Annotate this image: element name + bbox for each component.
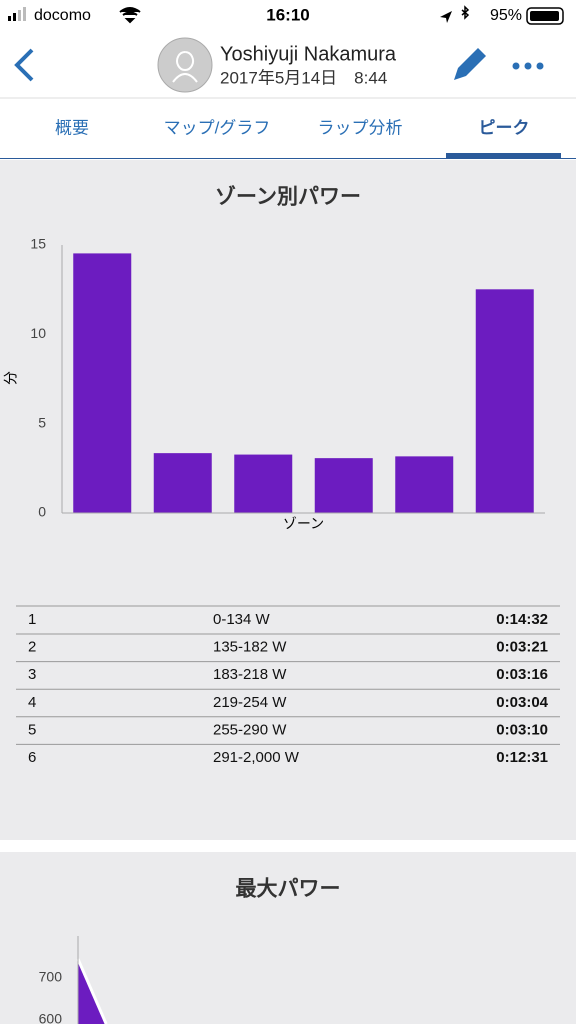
battery-level xyxy=(530,11,559,21)
battery-icon xyxy=(526,7,564,25)
user-name: Yoshiyuji Nakamura xyxy=(220,43,397,65)
bar xyxy=(73,253,132,513)
edit-button[interactable] xyxy=(454,48,486,80)
zone-number: 2 xyxy=(28,639,36,656)
bar xyxy=(395,456,454,513)
wifi-icon xyxy=(119,7,141,24)
zone-range: 219-254 W xyxy=(213,694,287,711)
battery-text: 95% xyxy=(490,7,522,24)
y-tick-label: 600 xyxy=(39,1011,63,1024)
zone-number: 4 xyxy=(28,694,36,711)
carrier: docomo xyxy=(34,7,91,24)
activity-date: 2017年5月14日 8:44 xyxy=(220,68,387,87)
more-button[interactable] xyxy=(512,62,544,70)
zone-range: 183-218 W xyxy=(213,666,287,683)
bar xyxy=(314,458,373,513)
chart-title: 最大パワー xyxy=(236,878,341,901)
zone-time: 0:03:04 xyxy=(496,694,548,711)
active-tab-indicator xyxy=(446,153,561,158)
y-tick-label: 5 xyxy=(38,414,46,430)
location-icon xyxy=(440,11,452,23)
y-tick-label: 10 xyxy=(30,325,46,341)
signal xyxy=(8,7,26,21)
card-gap xyxy=(0,840,576,852)
zone-number: 6 xyxy=(28,749,36,766)
tab[interactable]: マップ/グラフ xyxy=(164,118,271,137)
zone-time: 0:12:31 xyxy=(496,749,548,766)
zone-range: 135-182 W xyxy=(213,639,287,656)
tab[interactable]: ピーク xyxy=(479,118,530,137)
bar xyxy=(234,454,293,513)
bar xyxy=(153,453,212,513)
x-axis-label: ゾーン xyxy=(283,516,324,532)
y-tick-label: 15 xyxy=(30,236,46,252)
zone-time: 0:03:16 xyxy=(496,666,548,683)
top-bg xyxy=(0,0,576,160)
line xyxy=(76,958,108,1024)
card-2 xyxy=(0,852,576,1024)
zone-range: 0-134 W xyxy=(213,611,271,628)
y-tick-label: 0 xyxy=(38,504,46,520)
y-axis-label: 分 xyxy=(3,371,19,385)
y-tick-label: 700 xyxy=(39,969,63,985)
zone-number: 1 xyxy=(28,611,36,628)
avatar[interactable] xyxy=(157,37,213,93)
zone-time: 0:03:21 xyxy=(496,639,548,656)
zone-number: 3 xyxy=(28,666,36,683)
zone-number: 5 xyxy=(28,721,36,738)
zone-time: 0:03:10 xyxy=(496,721,548,738)
avatar-icon xyxy=(172,51,198,83)
tab[interactable]: ラップ分析 xyxy=(318,118,403,137)
zone-range: 291-2,000 W xyxy=(213,749,300,766)
zone-time: 0:14:32 xyxy=(496,611,548,628)
clock: 16:10 xyxy=(266,5,309,24)
back-button[interactable] xyxy=(14,48,34,82)
tab[interactable]: 概要 xyxy=(55,118,89,137)
zone-range: 255-290 W xyxy=(213,721,287,738)
bar xyxy=(475,289,534,513)
bluetooth-icon xyxy=(461,5,470,20)
chart-title: ゾーン別パワー xyxy=(215,186,361,209)
